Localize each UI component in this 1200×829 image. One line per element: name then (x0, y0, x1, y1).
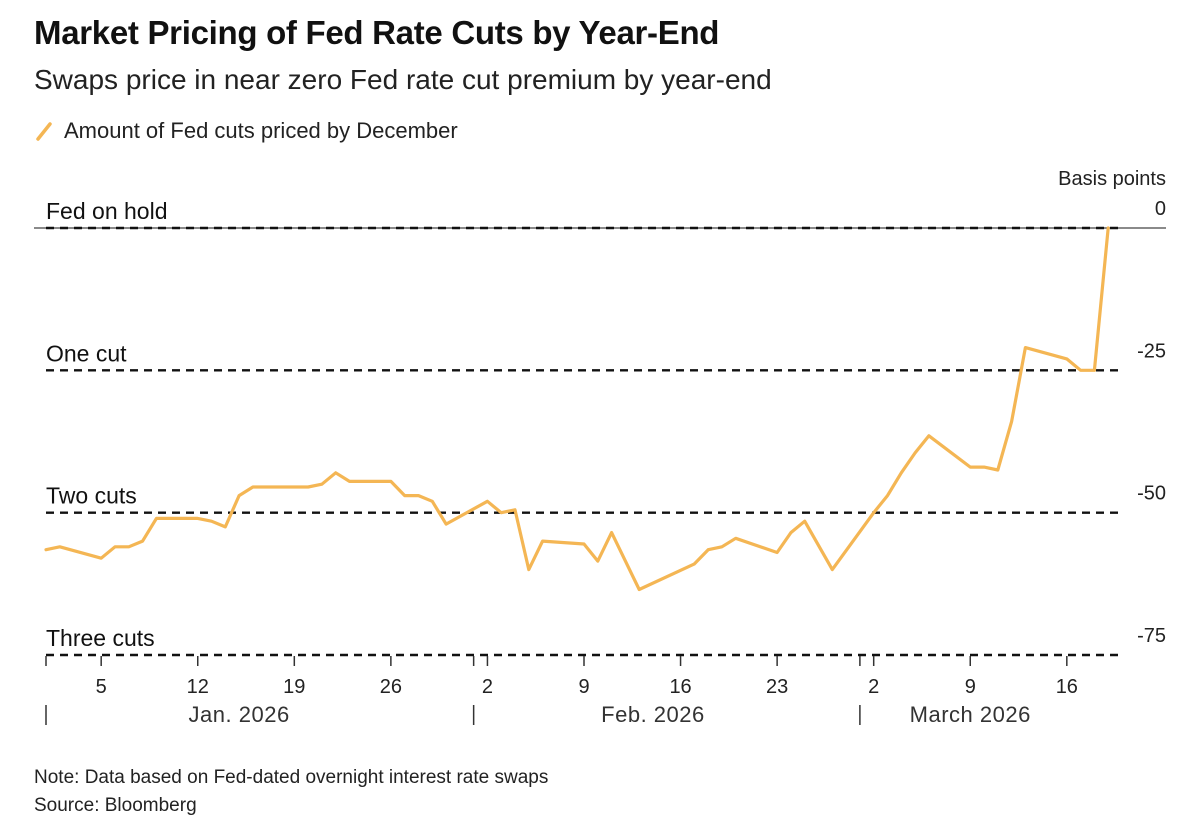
x-tick-label: 12 (187, 676, 209, 698)
x-tick-label: 19 (283, 676, 305, 698)
x-tick-label: 9 (965, 676, 976, 698)
month-label: March 2026 (910, 702, 1031, 727)
legend: Amount of Fed cuts priced by December (36, 118, 458, 144)
chart-note: Note: Data based on Fed-dated overnight … (34, 767, 549, 788)
legend-line-icon (36, 121, 52, 141)
chart-subtitle: Swaps price in near zero Fed rate cut pr… (34, 64, 772, 95)
reference-label: One cut (46, 340, 127, 366)
reference-label: Two cuts (46, 483, 137, 509)
chart-title: Market Pricing of Fed Rate Cuts by Year-… (34, 14, 720, 51)
x-tick-label: 16 (669, 676, 691, 698)
month-label: Jan. 2026 (189, 702, 290, 727)
x-tick-label: 16 (1056, 676, 1078, 698)
y-tick-label: 0 (1155, 198, 1166, 220)
reference-label: Fed on hold (46, 198, 167, 224)
x-tick-label: 26 (380, 676, 402, 698)
x-tick-label: 9 (578, 676, 589, 698)
legend-label: Amount of Fed cuts priced by December (64, 118, 458, 143)
series-line (44, 226, 1110, 592)
y-tick-label: -25 (1137, 340, 1166, 362)
x-tick-label: 23 (766, 676, 788, 698)
chart-source: Source: Bloomberg (34, 795, 197, 816)
x-tick-label: 2 (868, 676, 879, 698)
y-axis-unit-label: Basis points (1058, 168, 1166, 190)
month-label: Feb. 2026 (601, 702, 705, 727)
y-tick-label: -75 (1137, 625, 1166, 647)
y-tick-label: -50 (1137, 483, 1166, 505)
reference-label: Three cuts (46, 625, 155, 651)
x-tick-label: 2 (482, 676, 493, 698)
x-tick-label: 5 (96, 676, 107, 698)
